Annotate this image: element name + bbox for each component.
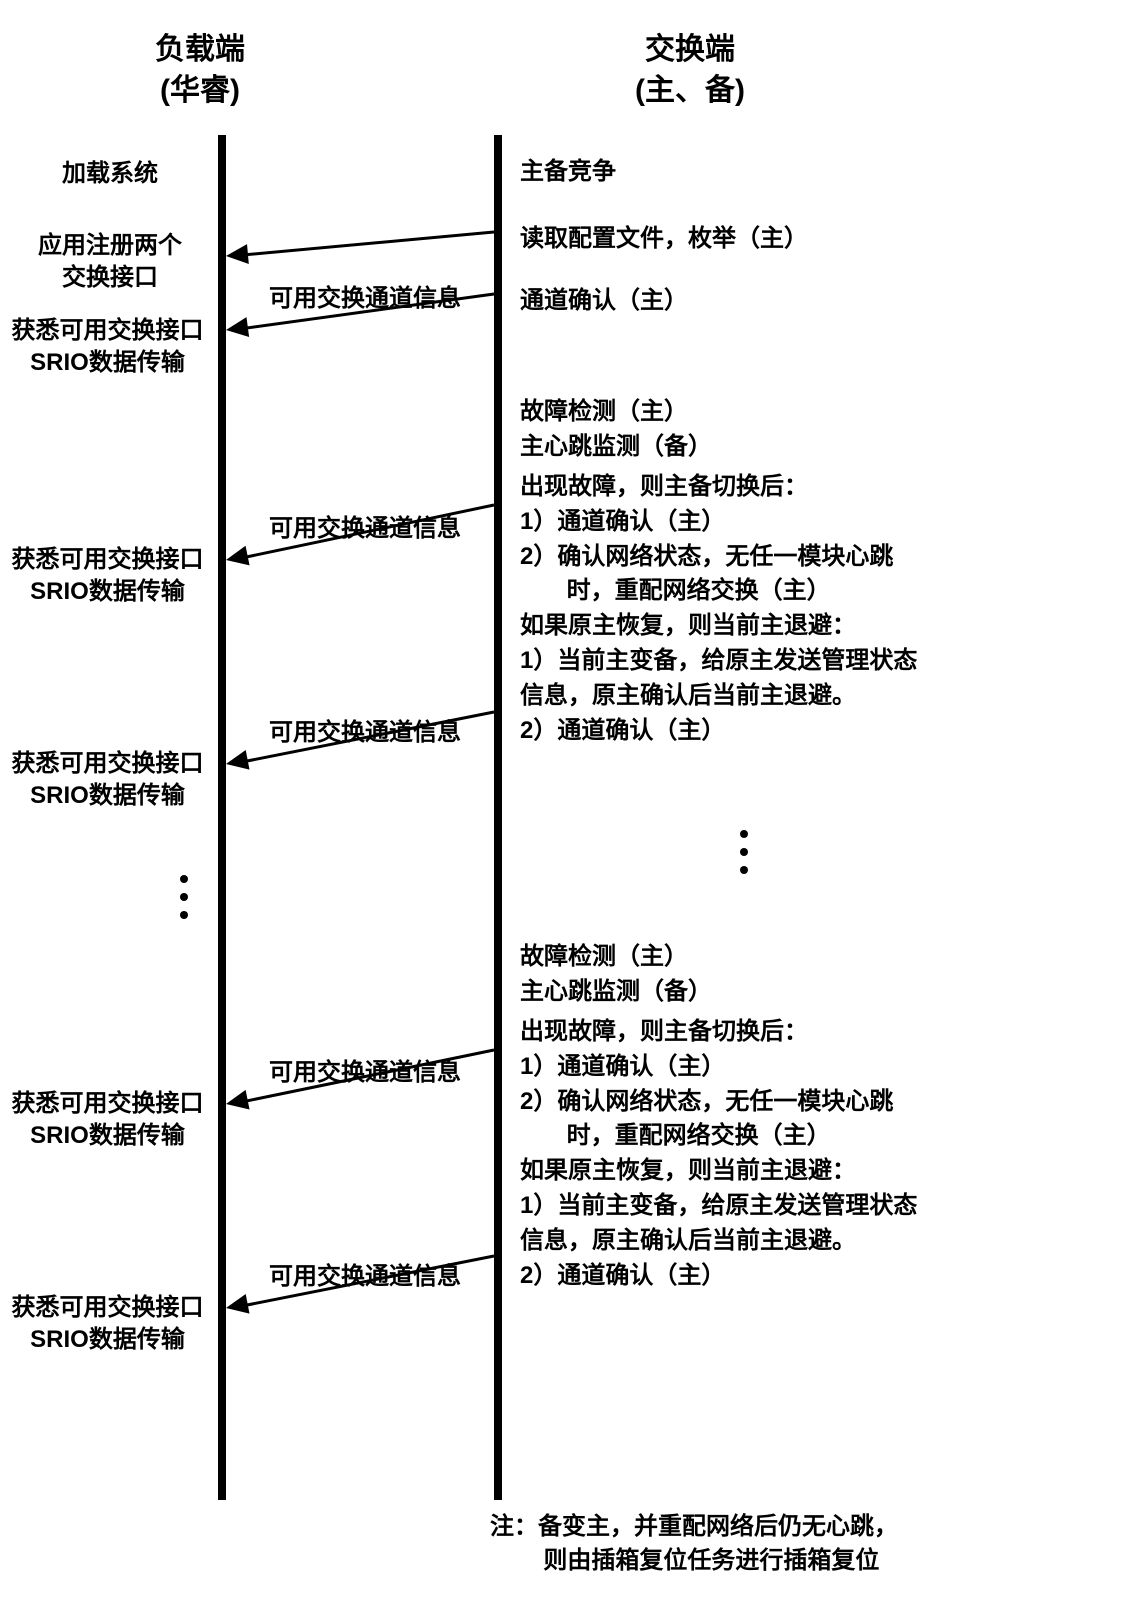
message-label-4: 可用交换通道信息 xyxy=(246,1052,484,1087)
right-header: 交换端(主、备) xyxy=(560,30,820,111)
left-header-line1: 负载端 xyxy=(100,30,300,71)
right-event-3: 故障检测（主）主心跳监测（备） xyxy=(520,395,1100,465)
left-event-4: 获悉可用交换接口SRIO数据传输 xyxy=(0,748,215,813)
left-ellipsis xyxy=(180,875,188,919)
left-event-1: 应用注册两个交换接口 xyxy=(10,230,210,295)
footnote: 注：备变主，并重配网络后仍无心跳， 则由插箱复位任务进行插箱复位 xyxy=(490,1510,898,1577)
message-label-5: 可用交换通道信息 xyxy=(246,1256,484,1291)
message-label-1: 可用交换通道信息 xyxy=(246,278,484,313)
left-header: 负载端(华睿) xyxy=(100,30,300,111)
right-event-1: 读取配置文件，枚举（主） xyxy=(520,222,1100,257)
left-event-5: 获悉可用交换接口SRIO数据传输 xyxy=(0,1088,215,1153)
message-arrow-0 xyxy=(224,217,496,271)
right-event-5: 故障检测（主）主心跳监测（备） xyxy=(520,940,1100,1010)
left-event-2: 获悉可用交换接口SRIO数据传输 xyxy=(0,315,215,380)
left-header-line2: (华睿) xyxy=(100,71,300,112)
left-event-3: 获悉可用交换接口SRIO数据传输 xyxy=(0,544,215,609)
message-label-3: 可用交换通道信息 xyxy=(246,712,484,747)
right-event-0: 主备竞争 xyxy=(520,155,1100,190)
left-event-6: 获悉可用交换接口SRIO数据传输 xyxy=(0,1292,215,1357)
right-event-6: 出现故障，则主备切换后：1）通道确认（主）2）确认网络状态，无任一模块心跳 时，… xyxy=(520,1015,1100,1293)
right-event-2: 通道确认（主） xyxy=(520,284,1100,319)
right-ellipsis xyxy=(740,830,748,874)
message-label-2: 可用交换通道信息 xyxy=(246,508,484,543)
right-event-4: 出现故障，则主备切换后：1）通道确认（主）2）确认网络状态，无任一模块心跳 时，… xyxy=(520,470,1100,748)
right-header-line1: 交换端 xyxy=(560,30,820,71)
left-event-0: 加载系统 xyxy=(10,158,210,190)
right-header-line2: (主、备) xyxy=(560,71,820,112)
